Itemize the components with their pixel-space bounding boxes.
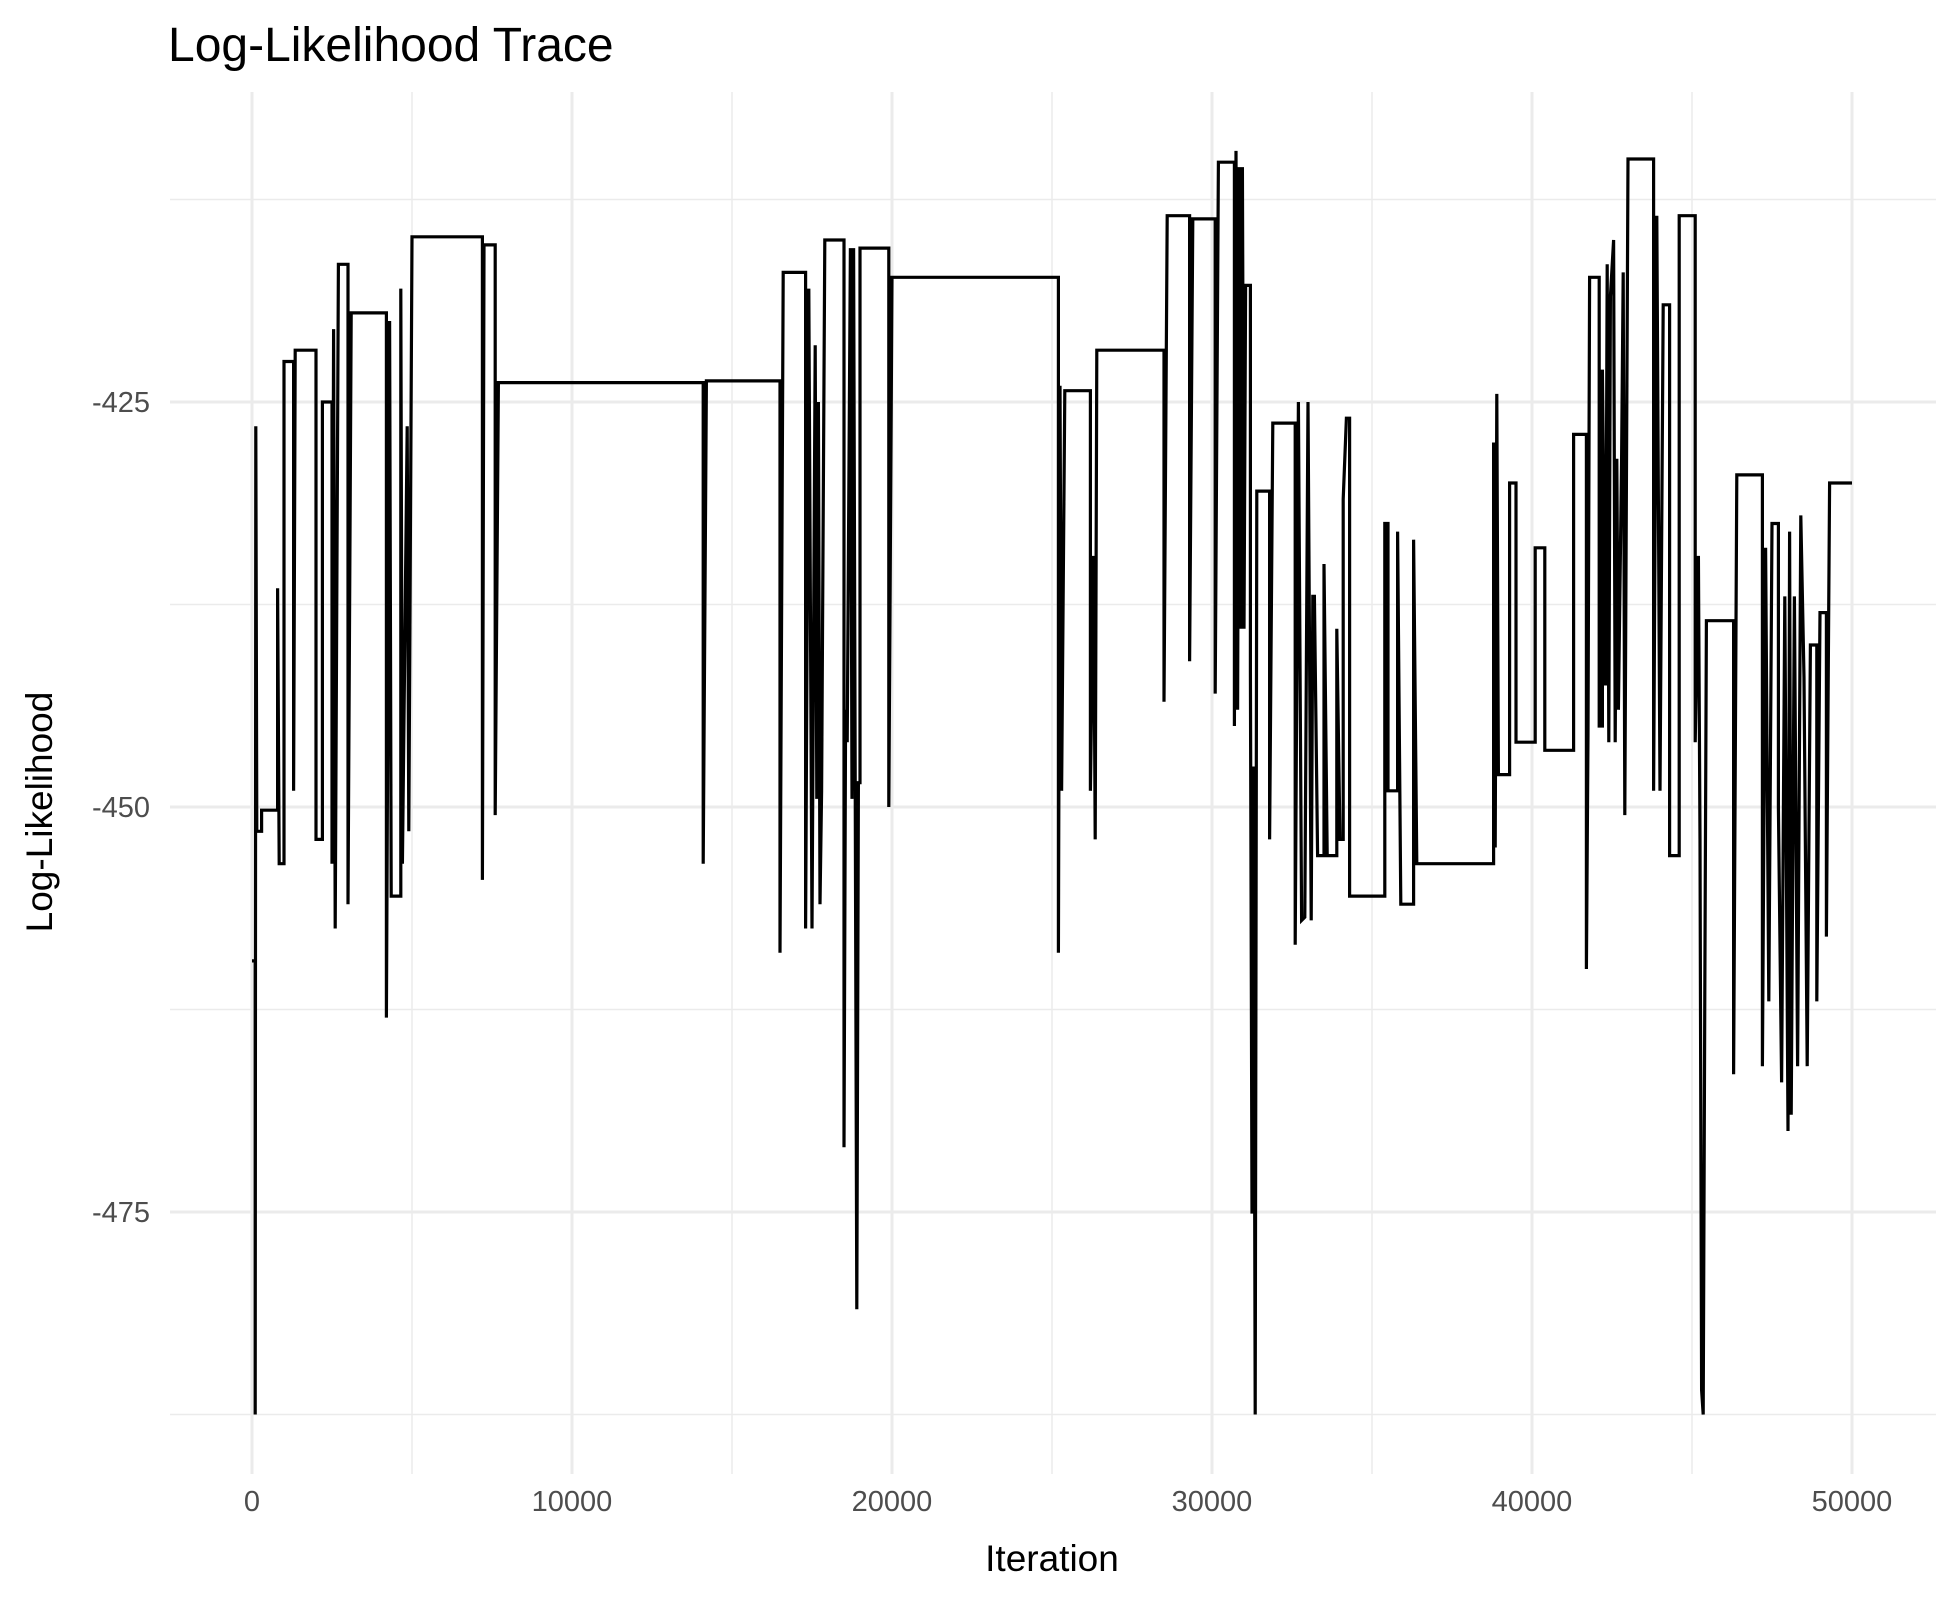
- trace-line: [252, 150, 1852, 1415]
- x-tick-label: 20000: [852, 1486, 933, 1518]
- chart-title: Log-Likelihood Trace: [168, 19, 614, 72]
- x-tick-label: 40000: [1492, 1486, 1573, 1518]
- y-tick-label: -425: [92, 387, 150, 419]
- y-tick-label: -475: [92, 1197, 150, 1229]
- trace-series: [252, 150, 1852, 1415]
- x-tick-label: 30000: [1172, 1486, 1253, 1518]
- x-axis-tick-labels: 0 10000 20000 30000 40000 50000: [244, 1486, 1892, 1518]
- y-axis-tick-labels: -425 -450 -475: [92, 387, 150, 1229]
- x-tick-label: 10000: [532, 1486, 613, 1518]
- x-tick-label: 50000: [1812, 1486, 1893, 1518]
- y-tick-label: -450: [92, 792, 150, 824]
- y-axis-title: Log-Likelihood: [19, 692, 60, 933]
- x-tick-label: 0: [244, 1486, 260, 1518]
- x-axis-title: Iteration: [985, 1538, 1119, 1579]
